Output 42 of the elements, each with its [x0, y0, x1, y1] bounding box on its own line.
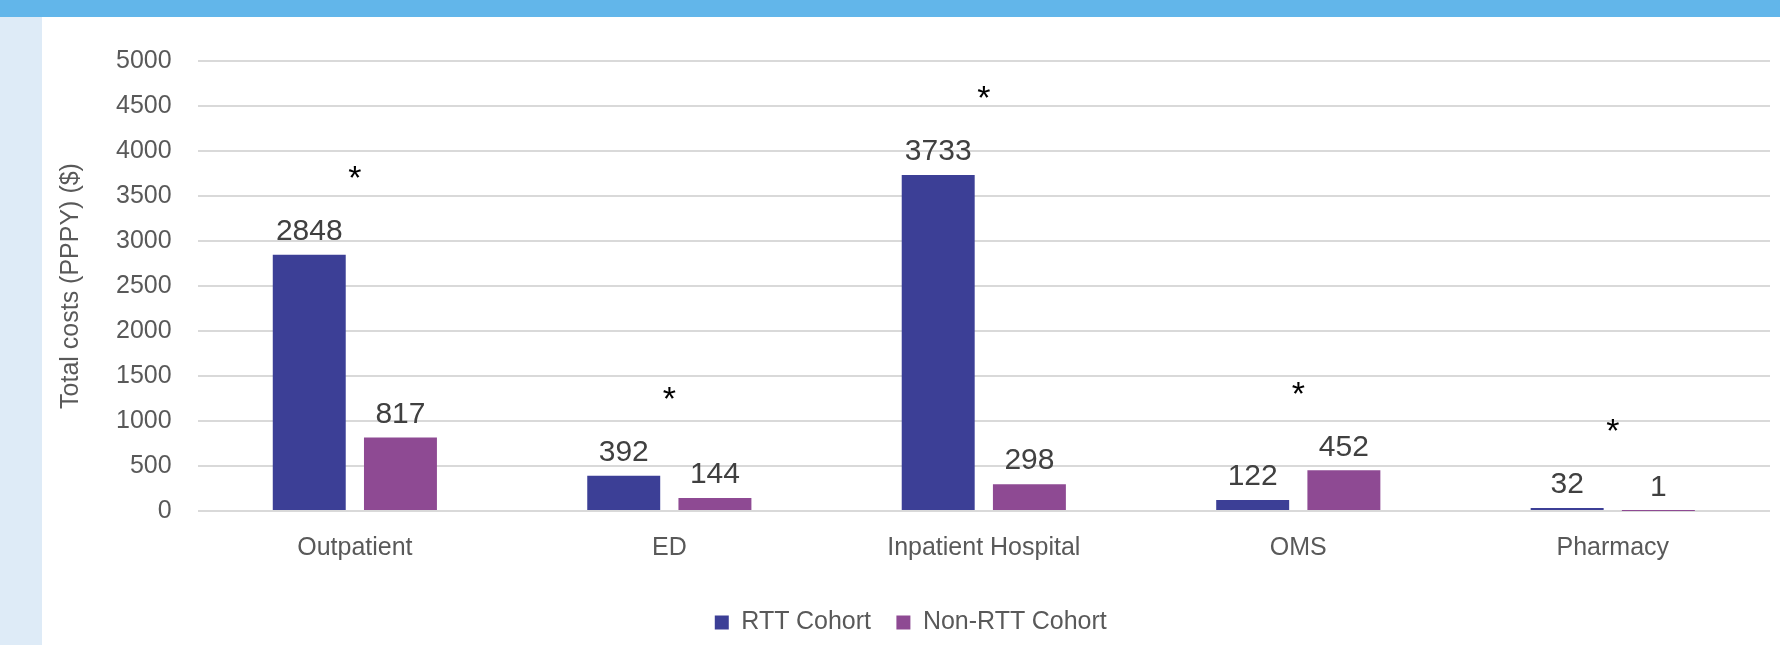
x-tick-label: ED: [651, 531, 687, 560]
data-label: 817: [375, 395, 426, 429]
annotation: *: [1606, 411, 1620, 450]
y-tick-label: 1000: [115, 404, 172, 433]
x-tick-label: Outpatient: [297, 531, 413, 560]
y-axis-title: Total costs (PPPY) ($): [54, 163, 83, 409]
y-tick-label: 500: [129, 449, 172, 478]
y-tick-label: 3000: [115, 224, 172, 253]
y-tick-label: 1500: [115, 359, 172, 388]
y-tick-label: 0: [157, 494, 172, 523]
data-label: 452: [1318, 428, 1369, 462]
y-tick-label: 5000: [115, 44, 172, 73]
data-label: 32: [1550, 466, 1584, 500]
data-label: 122: [1227, 458, 1278, 492]
annotation: *: [1291, 373, 1305, 412]
data-label: 3733: [904, 133, 972, 167]
annotation: *: [977, 78, 991, 117]
y-tick-label: 4500: [115, 89, 172, 118]
y-tick-label: 2500: [115, 269, 172, 298]
bar: [901, 175, 975, 510]
bar: [678, 498, 752, 510]
bar: [587, 475, 661, 510]
annotation: *: [348, 158, 362, 197]
data-label: 1: [1650, 469, 1667, 503]
data-label: 2848: [275, 212, 343, 246]
data-label: 144: [689, 456, 740, 490]
y-tick-label: 4000: [115, 134, 172, 163]
legend-label: Non-RTT Cohort: [922, 606, 1107, 635]
bar: [363, 437, 437, 510]
data-label: 298: [1004, 442, 1055, 476]
bar: [1216, 500, 1290, 510]
bar: [272, 254, 346, 510]
x-tick-label: Pharmacy: [1556, 531, 1670, 560]
annotation: *: [662, 379, 676, 418]
data-label: 392: [598, 433, 649, 467]
y-tick-label: 2000: [115, 314, 172, 343]
y-tick-label: 3500: [115, 179, 172, 208]
x-tick-label: Inpatient Hospital: [887, 531, 1081, 560]
legend-label: RTT Cohort: [741, 606, 872, 635]
x-tick-label: OMS: [1269, 531, 1327, 560]
bar: [992, 484, 1066, 510]
bar: [1307, 470, 1381, 510]
